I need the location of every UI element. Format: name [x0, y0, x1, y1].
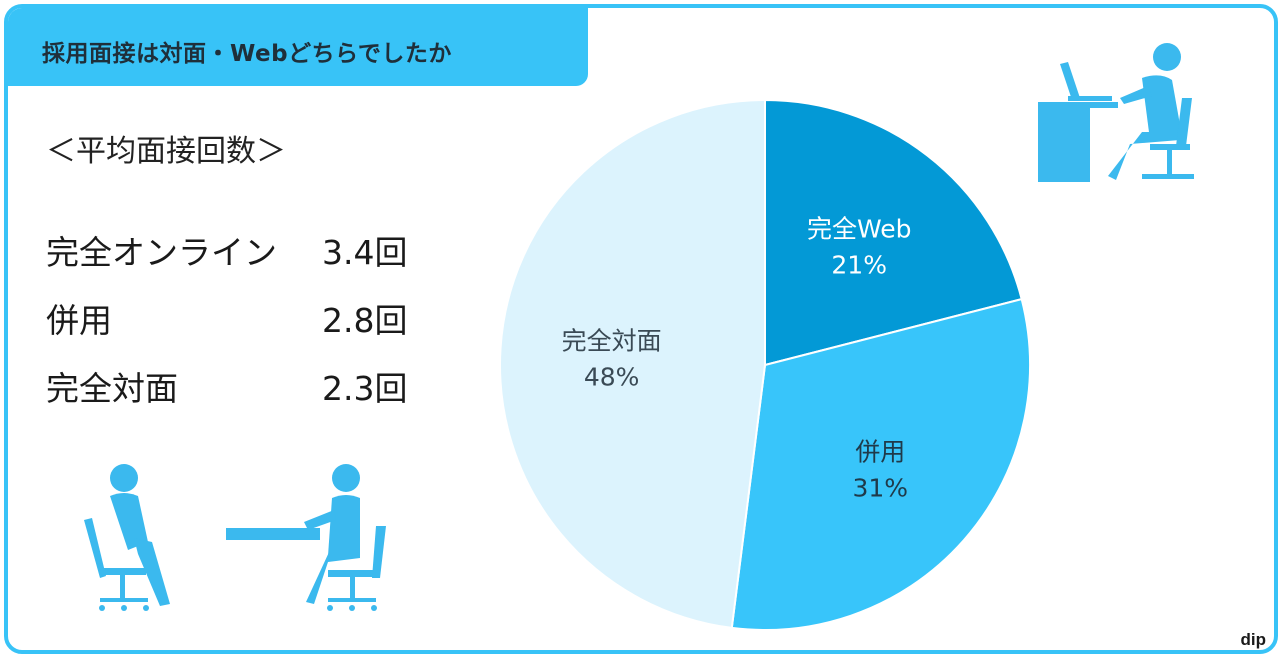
pie-slice-percent: 31% [853, 474, 909, 503]
stat-label: 完全オンライン [46, 233, 277, 272]
pie-slice-label: 完全Web [807, 215, 912, 244]
stat-value: 2.8回 [322, 301, 408, 340]
pie-slice-2 [499, 98, 766, 630]
pie-slice-label: 併用 [855, 438, 905, 467]
pie-slice-0 [764, 98, 1023, 367]
stat-value: 2.3回 [322, 369, 408, 408]
page-title: 採用面接は対面・Webどちらでしたか [42, 41, 452, 67]
face-to-face-interview-icon [84, 464, 386, 611]
person-at-desk-with-laptop-icon [1038, 43, 1194, 182]
stat-value: 3.4回 [322, 233, 408, 272]
stat-label: 完全対面 [46, 369, 178, 408]
pie-slice-percent: 21% [831, 251, 887, 280]
pie-slice-1 [730, 297, 1031, 631]
pie-slice-percent: 48% [584, 362, 640, 391]
title-tab: 採用面接は対面・Webどちらでしたか [8, 8, 588, 86]
average-interviews-heading: ＜平均面接回数＞ [46, 134, 286, 169]
dip-logo: dip [1240, 630, 1267, 649]
stat-label: 併用 [46, 301, 112, 340]
pie-slice-label: 完全対面 [562, 326, 662, 355]
